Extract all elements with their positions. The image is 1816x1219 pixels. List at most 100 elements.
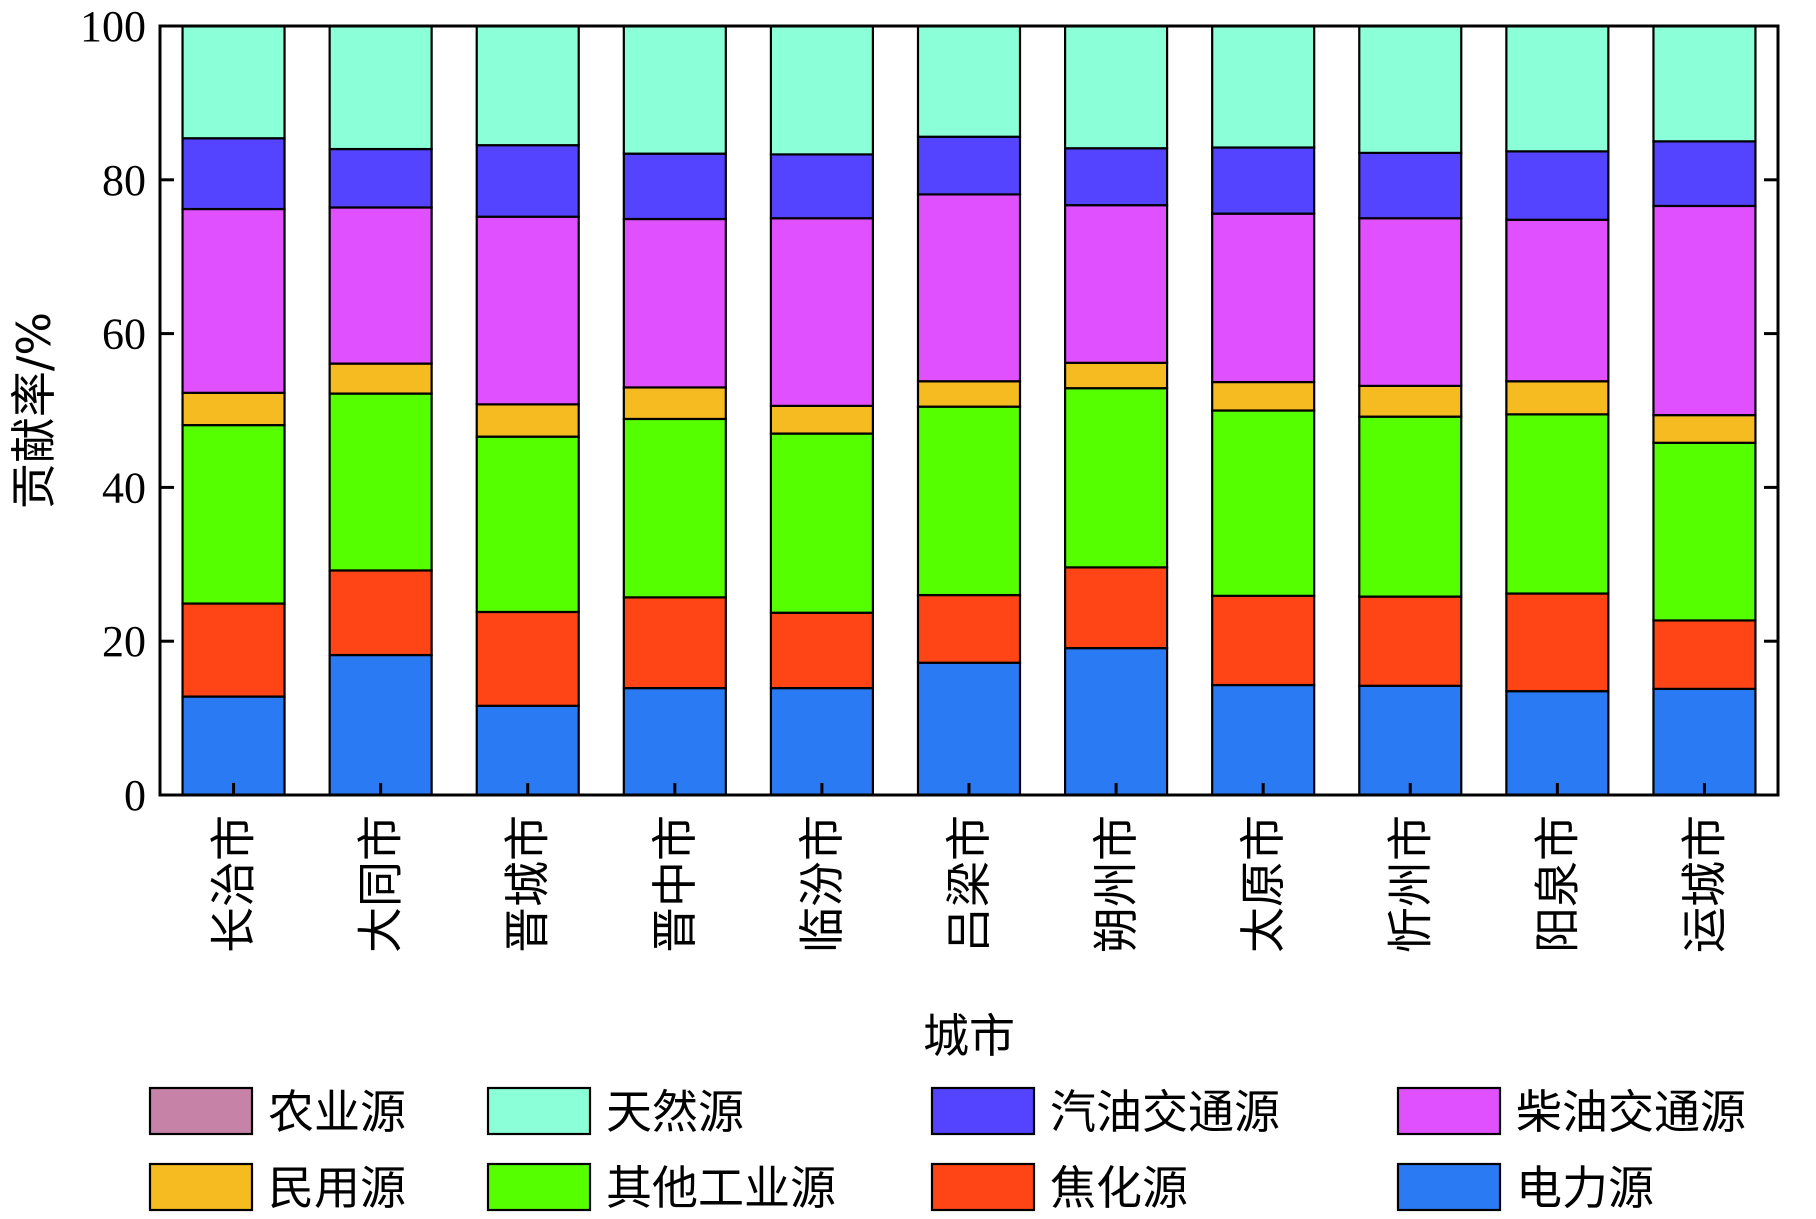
bar-segment-3-3 bbox=[475, 435, 580, 614]
bar-segment-2-4 bbox=[328, 362, 433, 395]
bar-segment-3-5 bbox=[475, 215, 580, 406]
bar-segment-1-4 bbox=[181, 391, 286, 427]
bar-segment-6-7 bbox=[916, 24, 1022, 138]
bar-segment-11-1 bbox=[1652, 687, 1757, 797]
bar-segment-7-6 bbox=[1063, 147, 1169, 207]
bar-segment-7-7 bbox=[1063, 24, 1169, 150]
bar-segment-4-6 bbox=[622, 152, 727, 221]
legend-swatch bbox=[148, 1086, 254, 1136]
bar-segment-6-1 bbox=[916, 661, 1022, 797]
bar-segment-5-4 bbox=[769, 404, 875, 435]
bar-segment-2-5 bbox=[328, 206, 433, 365]
bar-segment-8-4 bbox=[1211, 380, 1316, 412]
bar-segment-5-1 bbox=[769, 687, 875, 797]
bar-segment-4-3 bbox=[622, 417, 727, 599]
y-tick-label: 80 bbox=[102, 156, 146, 205]
bar-segment-11-5 bbox=[1652, 204, 1757, 417]
x-tick-label: 太原市 bbox=[1236, 815, 1290, 953]
bar-segment-3-2 bbox=[475, 610, 580, 707]
bar-segment-6-3 bbox=[916, 405, 1022, 597]
bar-segment-8-6 bbox=[1211, 146, 1316, 215]
y-tick-label: 40 bbox=[102, 463, 146, 512]
bar-segment-7-4 bbox=[1063, 361, 1169, 390]
bar-segment-11-3 bbox=[1652, 441, 1757, 622]
legend-label: 民用源 bbox=[268, 1161, 406, 1215]
bar-segment-7-5 bbox=[1063, 204, 1169, 364]
bar-segment-1-5 bbox=[181, 207, 286, 394]
legend-swatch bbox=[486, 1162, 592, 1212]
bar-segment-5-7 bbox=[769, 24, 875, 156]
legend-swatch bbox=[1396, 1086, 1502, 1136]
bar-segment-6-5 bbox=[916, 193, 1022, 383]
bar-segment-10-1 bbox=[1505, 690, 1610, 797]
legend-swatch bbox=[486, 1086, 592, 1136]
bar-segment-8-1 bbox=[1211, 683, 1316, 797]
bar-segment-6-2 bbox=[916, 593, 1022, 664]
bar-segment-2-3 bbox=[328, 392, 433, 572]
bar-segment-1-1 bbox=[181, 695, 286, 797]
bar-segment-11-4 bbox=[1652, 414, 1757, 444]
x-tick-label: 晋城市 bbox=[501, 815, 555, 953]
bar-segment-2-1 bbox=[328, 653, 433, 797]
bar-segment-7-1 bbox=[1063, 647, 1169, 797]
bar-segment-3-7 bbox=[475, 24, 580, 147]
bar-segment-3-1 bbox=[475, 704, 580, 797]
x-tick-label: 大同市 bbox=[354, 815, 408, 953]
bar-segment-4-2 bbox=[622, 596, 727, 690]
bar-segment-5-6 bbox=[769, 153, 875, 220]
y-tick-label: 20 bbox=[102, 617, 146, 666]
legend-swatch bbox=[148, 1162, 254, 1212]
bar-segment-10-2 bbox=[1505, 592, 1610, 693]
bar-segment-9-5 bbox=[1358, 217, 1463, 387]
bar-segment-6-4 bbox=[916, 380, 1022, 408]
bar-segment-8-5 bbox=[1211, 212, 1316, 384]
bar-segment-11-6 bbox=[1652, 140, 1757, 208]
legend-swatch bbox=[930, 1162, 1036, 1212]
bar-segment-4-4 bbox=[622, 386, 727, 421]
y-axis-title: 贡献率/% bbox=[7, 312, 61, 509]
bar-segment-4-1 bbox=[622, 687, 727, 797]
plot-area bbox=[181, 24, 1757, 797]
bar-segment-10-4 bbox=[1505, 380, 1610, 416]
x-tick-label: 朔州市 bbox=[1089, 815, 1143, 953]
x-tick-label: 临汾市 bbox=[795, 815, 849, 953]
bar-segment-6-6 bbox=[916, 135, 1022, 196]
x-tick-label: 忻州市 bbox=[1383, 815, 1437, 953]
legend-label: 天然源 bbox=[606, 1085, 744, 1139]
bar-segment-3-4 bbox=[475, 403, 580, 438]
bar-segment-1-2 bbox=[181, 602, 286, 698]
bar-segment-7-2 bbox=[1063, 566, 1169, 650]
legend-label: 汽油交通源 bbox=[1050, 1085, 1280, 1139]
bar-segment-7-3 bbox=[1063, 387, 1169, 569]
legend-swatch bbox=[930, 1086, 1036, 1136]
bar-segment-2-7 bbox=[328, 24, 433, 151]
x-axis-title: 城市 bbox=[923, 1009, 1015, 1063]
x-tick-label: 运城市 bbox=[1677, 815, 1731, 953]
legend-label: 农业源 bbox=[268, 1085, 406, 1139]
legend-swatch bbox=[1396, 1162, 1502, 1212]
x-axis: 长治市 大同市 晋城市 晋中市 临汾市 吕梁市 朔州市 太原市 忻州市 阳泉市 运城市 bbox=[207, 783, 1731, 953]
bar-segment-1-3 bbox=[181, 424, 286, 605]
bar-segment-9-3 bbox=[1358, 415, 1463, 598]
x-tick-label: 阳泉市 bbox=[1530, 815, 1584, 953]
bar-segment-3-6 bbox=[475, 144, 580, 218]
x-tick-label: 长治市 bbox=[207, 815, 261, 953]
bar-segment-5-5 bbox=[769, 217, 875, 407]
bar-segment-5-3 bbox=[769, 432, 875, 614]
x-tick-label: 吕梁市 bbox=[942, 815, 996, 953]
legend-label: 柴油交通源 bbox=[1516, 1085, 1746, 1139]
bar-segment-2-6 bbox=[328, 147, 433, 209]
bar-segment-10-3 bbox=[1505, 413, 1610, 595]
bar-segment-8-7 bbox=[1211, 24, 1316, 149]
y-tick-label: 60 bbox=[102, 310, 146, 359]
bar-segment-11-2 bbox=[1652, 619, 1757, 690]
bar-segment-4-5 bbox=[622, 217, 727, 389]
bar-segment-10-5 bbox=[1505, 218, 1610, 383]
bar-segment-10-7 bbox=[1505, 24, 1610, 153]
bar-segment-4-7 bbox=[622, 24, 727, 155]
bar-segment-1-7 bbox=[181, 24, 286, 140]
bar-segment-9-1 bbox=[1358, 684, 1463, 797]
x-tick-label: 晋中市 bbox=[648, 815, 702, 953]
